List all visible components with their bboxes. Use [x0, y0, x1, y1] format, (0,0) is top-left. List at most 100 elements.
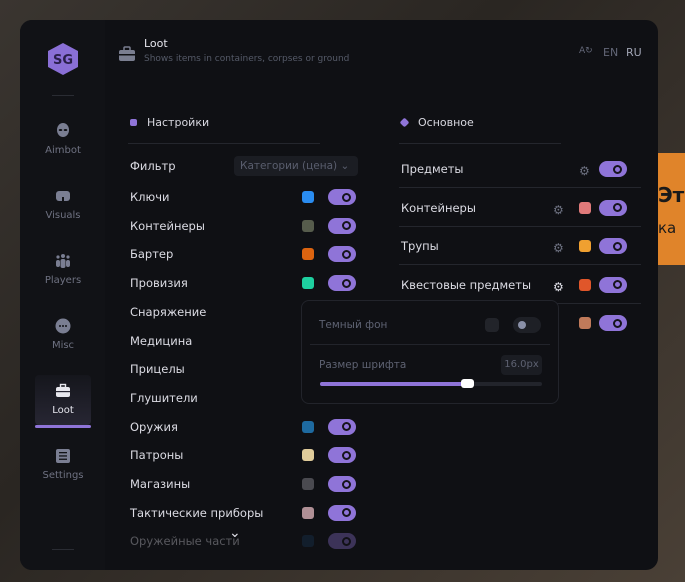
row-label: Оружия: [130, 419, 178, 434]
gear-icon[interactable]: ⚙: [553, 279, 564, 294]
toggle-switch[interactable]: [599, 238, 627, 254]
color-swatch[interactable]: [302, 191, 314, 203]
slider-thumb[interactable]: [460, 379, 474, 388]
main-section-title: Основное: [399, 116, 474, 129]
scroll-down-chevron-icon[interactable]: ⌄: [229, 525, 241, 541]
row-label: Патроны: [130, 448, 184, 463]
main-option-row: Квестовые предметы ⚙: [401, 275, 629, 295]
loot-category-row: Провизия: [130, 273, 358, 293]
loot-category-row: Ключи: [130, 187, 358, 207]
toggle-switch[interactable]: [328, 476, 356, 492]
color-swatch[interactable]: [302, 277, 314, 290]
loot-category-row: Прицелы: [130, 359, 358, 379]
row-label: Глушители: [130, 390, 198, 405]
toggle-switch[interactable]: [599, 315, 627, 331]
translate-icon: A↻: [579, 46, 593, 56]
settings-popup: Темный фон Размер шрифта 16.0px: [301, 300, 559, 404]
divider: [52, 95, 74, 96]
sidebar-item-visuals[interactable]: Visuals: [35, 180, 91, 230]
toggle-switch[interactable]: [599, 199, 627, 216]
color-swatch[interactable]: [302, 449, 314, 462]
divider: [399, 264, 641, 265]
page-title: Loot: [144, 37, 168, 50]
color-swatch[interactable]: [579, 240, 591, 252]
divider: [399, 225, 641, 227]
color-swatch[interactable]: [579, 201, 591, 214]
row-label: Контейнеры: [401, 200, 476, 215]
loot-category-row: Оружия: [130, 417, 358, 437]
toggle-switch[interactable]: [328, 246, 356, 263]
divider: [128, 143, 320, 144]
toggle-switch[interactable]: [599, 276, 627, 293]
app-window: SG Aimbot Visuals Players Misc Loot Settings …: [20, 20, 658, 570]
color-swatch[interactable]: [302, 535, 314, 548]
divider: [399, 143, 561, 144]
sidebar-item-loot[interactable]: Loot: [35, 375, 91, 428]
color-swatch[interactable]: [302, 219, 314, 232]
users-icon: [55, 253, 71, 269]
gear-icon[interactable]: ⚙: [553, 202, 564, 217]
color-swatch[interactable]: [302, 478, 314, 490]
sidebar-item-label: Players: [44, 275, 82, 286]
loot-category-row: Глушители: [130, 388, 358, 408]
loot-category-row: Тактические приборы: [130, 503, 358, 523]
toggle-switch[interactable]: [599, 161, 627, 177]
row-label: Трупы: [401, 239, 439, 253]
toggle-switch[interactable]: [328, 275, 356, 292]
font-size-value[interactable]: 16.0px: [501, 355, 542, 375]
main-option-row: Предметы ⚙: [401, 159, 629, 179]
loot-category-row: Патроны: [130, 445, 358, 465]
divider: [310, 344, 550, 345]
lang-ru-button[interactable]: RU: [626, 46, 642, 59]
loot-category-row: Бартер: [130, 244, 358, 264]
toggle-switch[interactable]: [328, 217, 356, 234]
lang-en-button[interactable]: EN: [603, 46, 619, 59]
sidebar-item-label: Visuals: [45, 210, 81, 221]
briefcase-icon: [55, 383, 71, 399]
dots-icon: [55, 318, 71, 334]
filter-select[interactable]: Категории (цена) ⌄: [234, 156, 358, 176]
dark-bg-color-swatch[interactable]: [485, 318, 499, 332]
loot-category-row: Контейнеры: [130, 216, 358, 236]
gear-icon: [130, 119, 137, 126]
dark-bg-toggle[interactable]: [513, 317, 541, 333]
gear-icon[interactable]: ⚙: [553, 241, 564, 255]
sidebar-item-label: Loot: [52, 405, 74, 416]
row-label: Контейнеры: [130, 218, 205, 233]
toggle-switch[interactable]: [328, 504, 356, 521]
sidebar-item-label: Aimbot: [45, 145, 81, 156]
font-size-slider[interactable]: [320, 379, 542, 388]
main-option-row: Трупы ⚙: [401, 236, 629, 256]
background-orange-panel: Эт ка: [655, 153, 685, 265]
color-swatch[interactable]: [302, 420, 314, 433]
toggle-switch[interactable]: [328, 189, 356, 205]
row-label: Магазины: [130, 477, 191, 491]
bg-text: Эт: [658, 183, 685, 207]
row-label: Предметы: [401, 162, 464, 176]
toggle-switch[interactable]: [328, 533, 356, 550]
color-swatch[interactable]: [579, 317, 591, 329]
toggle-switch[interactable]: [328, 447, 356, 464]
color-swatch[interactable]: [302, 506, 314, 519]
sidebar-item-misc[interactable]: Misc: [35, 310, 91, 360]
row-label: Бартер: [130, 247, 174, 262]
row-label: Тактические приборы: [130, 505, 264, 520]
divider: [399, 187, 641, 188]
loot-category-row: Оружейные части: [130, 531, 358, 551]
loot-category-row: Магазины: [130, 474, 358, 494]
diamond-icon: [399, 117, 410, 128]
row-label: Провизия: [130, 276, 188, 291]
sidebar-item-settings[interactable]: Settings: [35, 440, 91, 490]
color-swatch[interactable]: [579, 278, 591, 291]
bg-text: ка: [658, 219, 677, 237]
sidebar-item-players[interactable]: Players: [35, 245, 91, 295]
main-option-row: [401, 313, 629, 333]
color-swatch[interactable]: [302, 248, 314, 261]
gear-icon[interactable]: ⚙: [579, 164, 590, 178]
toggle-switch[interactable]: [328, 418, 356, 435]
sidebar-item-label: Misc: [51, 340, 75, 351]
filter-value: Категории (цена): [240, 160, 338, 172]
sidebar-item-aimbot[interactable]: Aimbot: [35, 115, 91, 165]
section-label: Основное: [418, 116, 474, 129]
loot-category-row: Снаряжение: [130, 302, 358, 322]
